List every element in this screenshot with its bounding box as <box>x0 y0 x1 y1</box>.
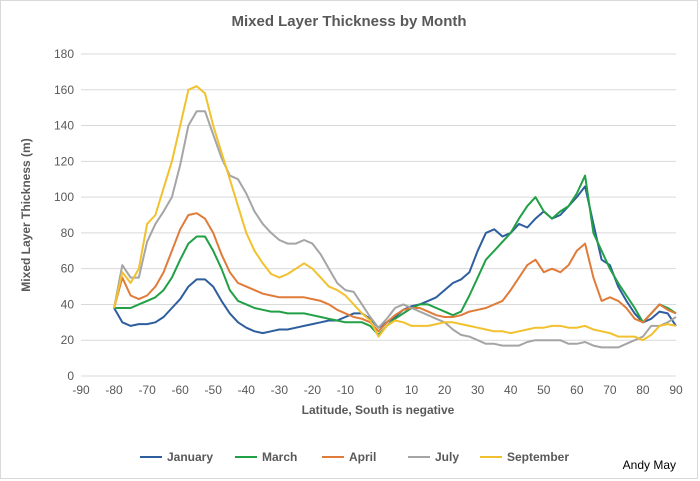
legend-item-march: March <box>235 450 297 464</box>
legend-item-july: July <box>408 450 459 464</box>
series-line-march <box>114 174 677 336</box>
x-tick-label: 10 <box>405 383 419 397</box>
x-axis-label: Latitude, South is negative <box>302 403 455 417</box>
legend-label: April <box>349 450 376 464</box>
series-line-april <box>113 212 677 333</box>
y-tick-label: 140 <box>54 119 74 133</box>
y-tick-label: 60 <box>61 262 75 276</box>
y-tick-labels: 0 20 40 60 80 100 120 140 160 180 <box>54 47 74 383</box>
y-tick-label: 20 <box>61 333 75 347</box>
legend-item-september: September <box>480 450 569 464</box>
series-line-january <box>113 185 677 335</box>
x-tick-label: -10 <box>337 383 355 397</box>
legend-label: March <box>262 450 297 464</box>
y-tick-label: 120 <box>54 154 74 168</box>
x-tick-label: 50 <box>537 383 551 397</box>
x-tick-label: -70 <box>138 383 156 397</box>
y-tick-label: 180 <box>54 47 74 61</box>
y-axis-label: Mixed Layer Thickness (m) <box>19 138 33 291</box>
x-tick-label: -20 <box>304 383 322 397</box>
series-line-july <box>113 110 677 349</box>
x-tick-label: -40 <box>238 383 256 397</box>
x-tick-label: -50 <box>205 383 223 397</box>
chart-title: Mixed Layer Thickness by Month <box>231 13 466 30</box>
x-tick-label: 80 <box>636 383 650 397</box>
series-lines <box>113 85 677 349</box>
series-line-september <box>113 85 677 342</box>
x-tick-label: -90 <box>72 383 90 397</box>
x-tick-label: 20 <box>438 383 452 397</box>
legend-item-january: January <box>140 450 213 464</box>
y-tick-label: 100 <box>54 190 74 204</box>
x-tick-label: 40 <box>504 383 518 397</box>
x-tick-label: 0 <box>375 383 382 397</box>
y-tick-label: 40 <box>61 297 75 311</box>
y-tick-label: 0 <box>67 369 74 383</box>
credit-text: Andy May <box>623 458 676 472</box>
x-tick-label: -60 <box>171 383 189 397</box>
x-tick-label: 70 <box>603 383 617 397</box>
x-tick-label: 90 <box>669 383 683 397</box>
y-tick-label: 160 <box>54 83 74 97</box>
legend-label: July <box>435 450 459 464</box>
legend-item-april: April <box>322 450 376 464</box>
x-tick-label: -30 <box>271 383 289 397</box>
legend: January March April July September <box>140 450 569 464</box>
x-tick-label: 30 <box>471 383 485 397</box>
legend-label: September <box>507 450 569 464</box>
x-tick-labels: -90 -80 -70 -60 -50 -40 -30 -20 -10 0 10 20 30 40 50 60… <box>72 383 683 397</box>
y-tick-label: 80 <box>61 226 75 240</box>
legend-label: January <box>167 450 213 464</box>
x-tick-label: 60 <box>570 383 584 397</box>
x-tick-label: -80 <box>105 383 123 397</box>
